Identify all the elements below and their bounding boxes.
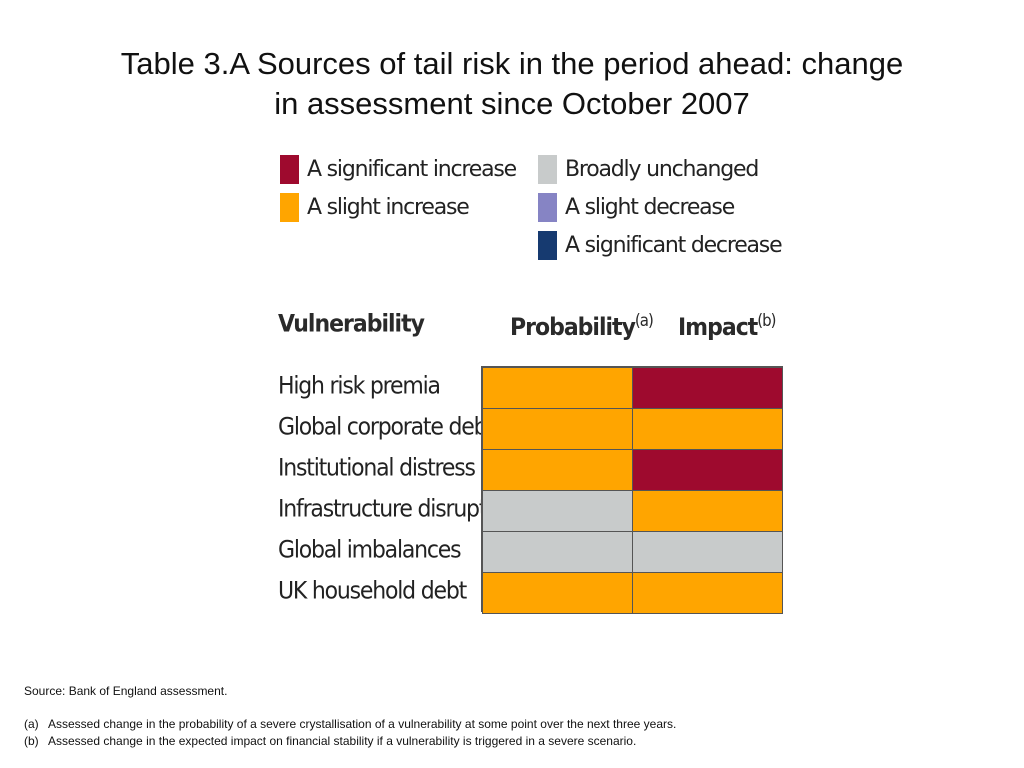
legend-swatch: [280, 154, 299, 184]
cell-impact: [632, 408, 783, 450]
page-title: Table 3.A Sources of tail risk in the pe…: [0, 44, 1024, 124]
footnotes: (a) Assessed change in the probability of…: [24, 716, 676, 750]
footnote-mark: (a): [24, 717, 39, 731]
footnote-mark-b: (b): [757, 310, 776, 331]
header-vulnerability-label: Vulnerability: [278, 310, 425, 339]
source-note: Source: Bank of England assessment.: [24, 684, 228, 698]
legend-item-broadly-unchanged: Broadly unchanged: [538, 150, 781, 188]
cell-impact: [632, 449, 783, 491]
legend-label: A slight decrease: [565, 194, 735, 220]
cell-impact: [632, 572, 783, 614]
cell-probability: [482, 531, 633, 573]
assessment-grid: [481, 366, 783, 614]
legend-swatch: [538, 192, 557, 222]
legend-item-significant-increase: A significant increase: [280, 150, 517, 188]
row-label: High risk premia: [278, 373, 441, 400]
cell-probability: [482, 408, 633, 450]
header-impact-label: Impact: [678, 313, 758, 342]
row-label: UK household debt: [278, 578, 467, 605]
legend-item-significant-decrease: A significant decrease: [538, 226, 783, 264]
cell-impact: [632, 367, 783, 409]
row-label: Global corporate debt: [278, 414, 495, 441]
footnote-a: (a) Assessed change in the probability of…: [24, 716, 676, 733]
cell-impact: [632, 490, 783, 532]
row-label: Global imbalances: [278, 537, 462, 564]
legend-swatch: [538, 154, 557, 184]
footnote-text: Assessed change in the probability of a …: [48, 717, 677, 731]
title-line-2: in assessment since October 2007: [274, 86, 750, 121]
footnote-mark-a: (a): [634, 310, 654, 331]
legend-swatch: [280, 192, 299, 222]
row-label: Infrastructure disruption: [278, 496, 517, 523]
legend-column-left: A significant increase A slight increase: [280, 150, 517, 226]
header-probability: Probability(a): [510, 310, 654, 342]
legend-item-slight-decrease: A slight decrease: [538, 188, 781, 226]
cell-probability: [482, 490, 633, 532]
footnote-mark: (b): [24, 734, 39, 748]
legend-label: A slight increase: [307, 194, 470, 220]
cell-probability: [482, 367, 633, 409]
cell-impact: [632, 531, 783, 573]
header-vulnerability: Vulnerability: [278, 310, 425, 339]
legend-label: A significant decrease: [565, 232, 783, 258]
legend-swatch: [538, 230, 557, 260]
cell-probability: [482, 572, 633, 614]
header-probability-label: Probability: [510, 313, 636, 342]
legend-item-slight-increase: A slight increase: [280, 188, 516, 226]
footnote-b: (b) Assessed change in the expected impac…: [24, 733, 676, 750]
legend-column-right: Broadly unchanged A slight decrease A si…: [538, 150, 783, 264]
header-impact: Impact(b): [678, 310, 777, 342]
legend-label: A significant increase: [307, 156, 517, 182]
cell-probability: [482, 449, 633, 491]
title-line-1: Table 3.A Sources of tail risk in the pe…: [120, 46, 904, 81]
footnote-text: Assessed change in the expected impact o…: [48, 734, 637, 748]
legend-label: Broadly unchanged: [565, 156, 759, 182]
row-label: Institutional distress: [278, 455, 476, 482]
